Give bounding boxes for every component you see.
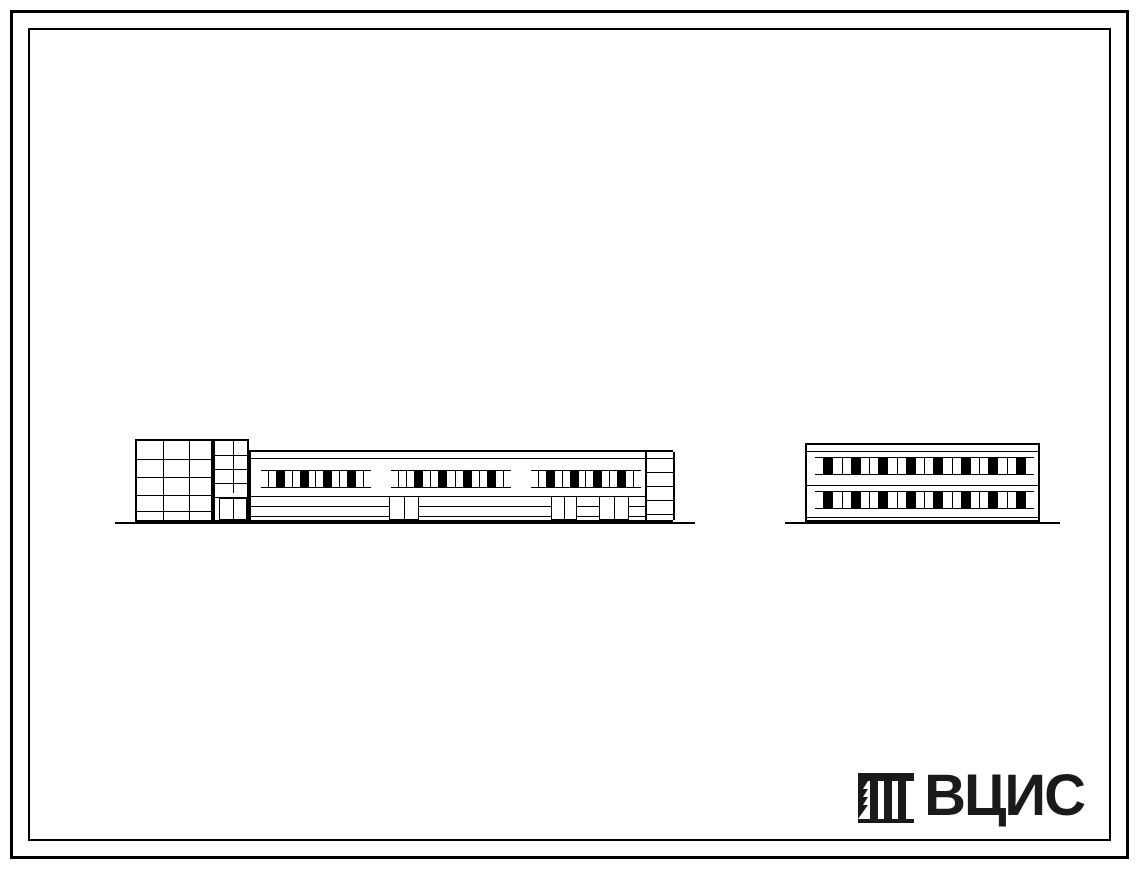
side-elevation [805, 443, 1040, 522]
logo: ВЦИС [856, 762, 1084, 829]
logo-text: ВЦИС [924, 762, 1084, 829]
drawing-area [45, 45, 1094, 824]
front-elevation [135, 439, 673, 522]
logo-icon [856, 769, 916, 823]
ground-line-side [785, 522, 1060, 524]
ground-line-front [115, 522, 695, 524]
